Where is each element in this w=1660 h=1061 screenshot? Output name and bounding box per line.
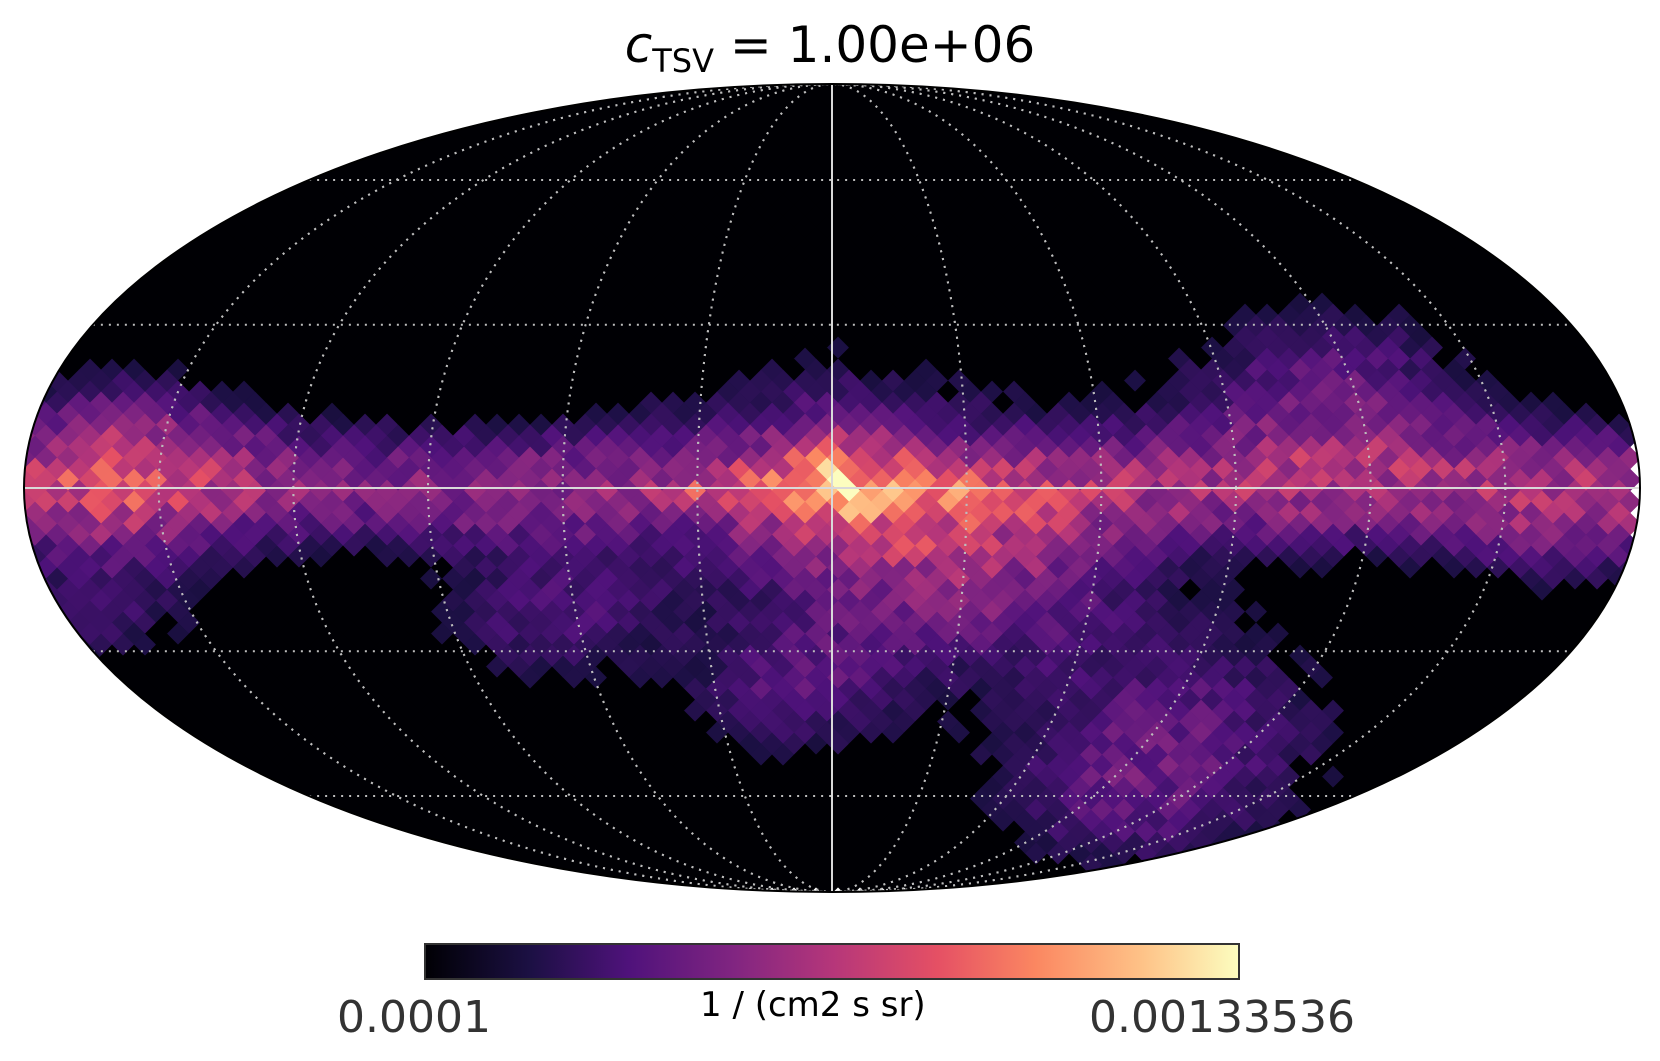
map-pixel [24, 402, 36, 426]
map-pixel [24, 369, 47, 393]
sky-map-cells [24, 84, 1640, 892]
map-pixel [1442, 204, 1466, 228]
map-pixel [1541, 677, 1565, 701]
map-pixel [1365, 787, 1389, 811]
colorbar-max-label: 0.00133536 [1089, 992, 1355, 1043]
map-pixel [1530, 688, 1554, 712]
map-pixel [375, 127, 399, 151]
map-pixel [155, 721, 179, 745]
title-symbol: c [624, 16, 653, 74]
map-pixel [24, 556, 36, 580]
map-pixel [1552, 666, 1576, 690]
map-pixel [1574, 644, 1598, 668]
title-subscript: TSV [652, 42, 714, 80]
map-pixel [1354, 160, 1378, 184]
map-pixel [34, 600, 58, 624]
map-pixel [1618, 380, 1640, 404]
map-pixel [342, 138, 366, 162]
map-pixel [1585, 633, 1609, 657]
map-pixel [1563, 655, 1587, 679]
map-pixel [1508, 248, 1532, 272]
title-value: = 1.00e+06 [713, 16, 1036, 74]
colorbar [424, 943, 1240, 980]
colorbar-unit-label: 1 / (cm2 s sr) [700, 985, 926, 1025]
map-pixel [1618, 578, 1640, 602]
map-pixel [1585, 325, 1609, 349]
colorbar-min-label: 0.0001 [337, 992, 491, 1043]
chart-title: cTSV = 1.00e+06 [0, 10, 1660, 96]
map-pixel [1079, 84, 1103, 107]
map-pixel [1596, 336, 1620, 360]
